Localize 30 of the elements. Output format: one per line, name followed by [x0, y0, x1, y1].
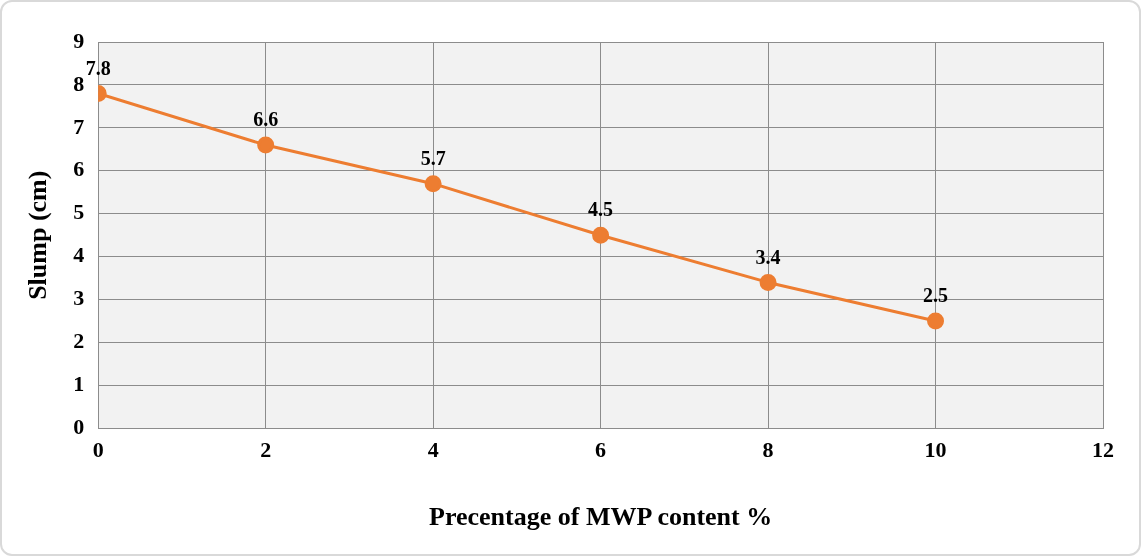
- x-tick-label: 0: [92, 437, 104, 463]
- point: [927, 312, 945, 330]
- x-axis-title: Precentage of MWP content %: [429, 502, 773, 532]
- data-label: 5.7: [420, 146, 446, 169]
- data-label: 3.4: [755, 245, 781, 268]
- x-tick-label: 2: [260, 437, 272, 463]
- y-tick-label: 5: [73, 199, 85, 225]
- y-tick-label: 1: [73, 371, 85, 397]
- data-label: 6.6: [253, 108, 279, 131]
- x-tick-label: 8: [762, 437, 774, 463]
- x-tick-label: 6: [595, 437, 607, 463]
- y-tick-label: 0: [73, 414, 85, 440]
- y-tick-label: 9: [73, 27, 85, 53]
- y-tick-label: 8: [73, 70, 85, 96]
- y-tick-label: 6: [73, 156, 85, 182]
- y-axis-title: Slump (cm): [23, 170, 53, 300]
- y-tick-label: 2: [73, 328, 85, 354]
- point: [759, 273, 777, 291]
- x-tick-label: 12: [1092, 437, 1114, 463]
- y-tick-label: 4: [73, 242, 85, 268]
- point: [257, 136, 275, 154]
- point: [592, 226, 610, 244]
- data-label: 2.5: [923, 284, 949, 307]
- point: [424, 175, 442, 193]
- x-tick-label: 4: [427, 437, 439, 463]
- data-label: 4.5: [588, 198, 614, 221]
- y-tick-label: 3: [73, 285, 85, 311]
- y-tick-label: 7: [73, 113, 85, 139]
- data-label: 7.8: [85, 56, 111, 79]
- x-tick-label: 10: [924, 437, 947, 463]
